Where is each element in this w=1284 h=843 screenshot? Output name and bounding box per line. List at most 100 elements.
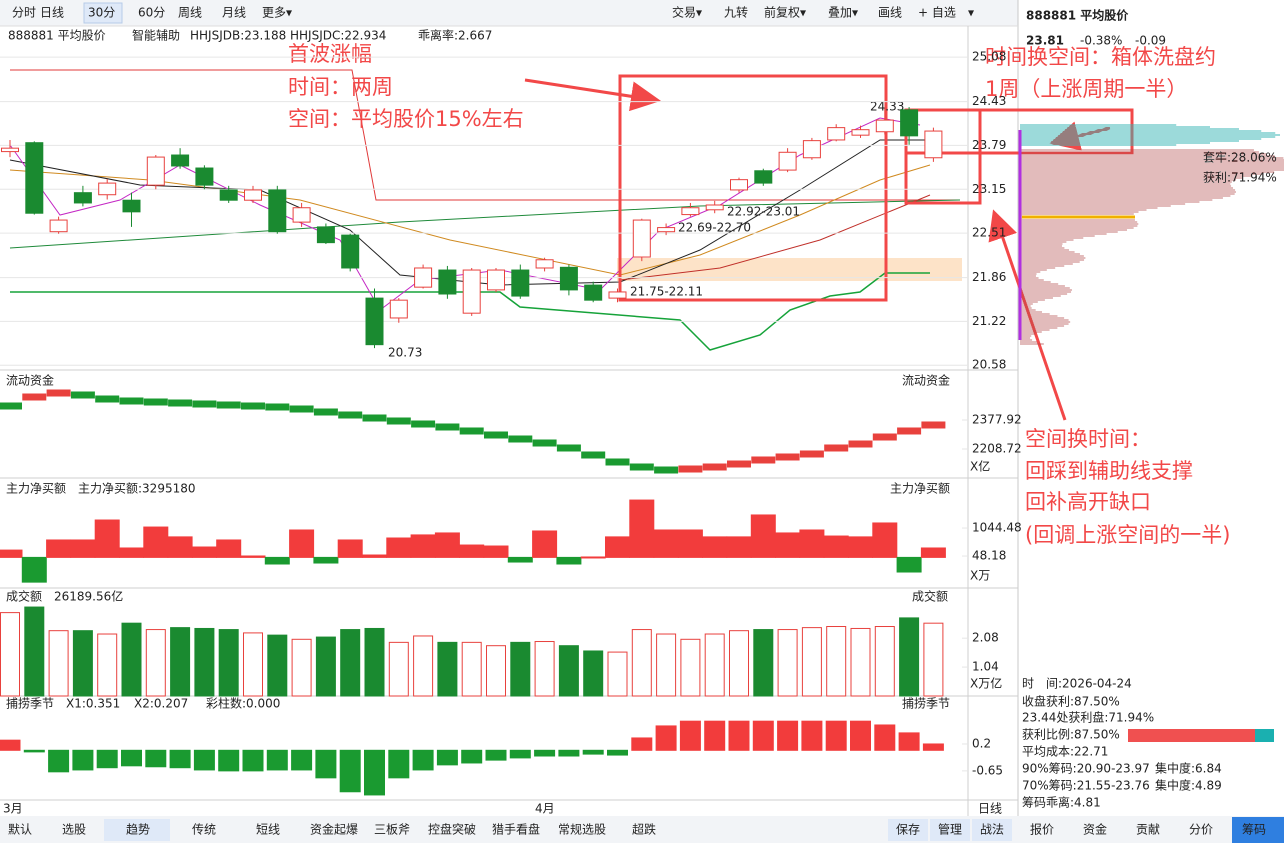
candle-body <box>657 227 676 233</box>
bar <box>486 645 506 697</box>
tab-button[interactable]: 周线 <box>178 6 202 20</box>
bottom-tab[interactable]: 趋势 <box>126 823 150 837</box>
bar <box>729 630 749 697</box>
candle-body <box>292 207 311 223</box>
bar <box>340 629 361 697</box>
price-label: 22.69-22.70 <box>678 221 751 235</box>
tab-button[interactable]: 更多▾ <box>262 6 292 20</box>
action[interactable]: 战法 <box>980 823 1004 837</box>
bar <box>388 641 409 697</box>
bar <box>121 622 142 697</box>
panel-title: 捕捞季节 <box>902 696 950 711</box>
side-tab[interactable]: 筹码 <box>1242 823 1266 837</box>
bar <box>240 555 266 558</box>
flow-bar <box>921 421 946 429</box>
bottom-tab[interactable]: 常规选股 <box>558 822 606 837</box>
bar <box>507 556 533 563</box>
bar <box>243 632 263 697</box>
candle-body <box>49 219 68 233</box>
tool-button[interactable]: 叠加▾ <box>828 6 858 20</box>
stat: 获利比例:87.50% <box>1022 728 1120 742</box>
candle-body <box>146 156 165 186</box>
tab-button[interactable]: 30分 <box>88 6 115 20</box>
bar <box>680 638 701 697</box>
bottom-tab[interactable]: 资金起爆 <box>310 822 358 837</box>
assist[interactable]: 智能辅助 <box>132 28 180 43</box>
tool-button[interactable]: 九转 <box>724 5 748 20</box>
candle-body <box>754 170 773 184</box>
candle-body <box>535 259 554 269</box>
flow-bar <box>459 427 484 435</box>
flow-bar <box>362 414 387 422</box>
side-tab[interactable]: 分价 <box>1189 823 1213 837</box>
tool-button[interactable]: 交易▾ <box>672 5 702 20</box>
toolbar-bg <box>0 0 1018 26</box>
bar <box>872 522 898 558</box>
bottom-tab[interactable]: 选股 <box>62 823 86 837</box>
tab-button[interactable]: 日线 <box>40 6 64 20</box>
side-tab[interactable]: 贡献 <box>1136 822 1160 837</box>
tab-button[interactable]: 60分 <box>138 6 165 20</box>
tool-button[interactable]: + 自选 <box>918 6 956 20</box>
bar <box>23 749 45 753</box>
bar <box>510 641 531 697</box>
panel-title: 捕捞季节 <box>6 696 54 711</box>
bottom-tab[interactable]: 短线 <box>256 823 280 837</box>
action[interactable]: 保存 <box>896 823 920 837</box>
flow-bar <box>605 458 630 466</box>
bar <box>750 514 776 558</box>
panel-title: 主力净买额 <box>6 482 66 496</box>
aux-line <box>10 272 930 351</box>
flow-bar <box>435 423 460 431</box>
flow-bar <box>581 451 606 459</box>
candle-body <box>875 119 894 133</box>
side-tab[interactable]: 资金 <box>1083 822 1107 837</box>
bar <box>413 635 434 697</box>
bar <box>850 720 871 751</box>
candle-body <box>341 234 360 269</box>
active-button[interactable] <box>83 2 123 24</box>
bottom-tab[interactable]: 超跌 <box>632 822 656 837</box>
bottom-tab[interactable]: 猎手看盘 <box>492 822 540 837</box>
bottom-tab[interactable]: 控盘突破 <box>428 822 476 837</box>
bar <box>777 720 799 751</box>
action-button[interactable] <box>888 819 928 841</box>
bottom-tab[interactable]: 传统 <box>192 822 216 837</box>
bottom-tab[interactable]: 默认 <box>8 822 32 837</box>
candle-body <box>316 226 335 244</box>
bottom-tab[interactable]: 三板斧 <box>374 823 410 837</box>
panel-value: 彩柱数:0.000 <box>206 696 280 711</box>
action[interactable]: 管理 <box>938 822 962 837</box>
bar <box>194 627 215 697</box>
bar <box>534 749 556 757</box>
tab-button[interactable]: 分时 <box>12 6 36 20</box>
note: 1周（上涨周期一半） <box>985 77 1187 101</box>
tool-button[interactable]: ▾ <box>968 6 974 20</box>
candle-body <box>171 154 190 167</box>
ma-line <box>619 194 931 281</box>
note: 时间换空间：箱体洗盘约 <box>985 45 1216 69</box>
panel-title: 主力净买额 <box>890 482 950 496</box>
action-button[interactable] <box>930 819 970 841</box>
tool-button[interactable]: 前复权▾ <box>764 5 806 20</box>
flow-bar <box>654 466 679 474</box>
bar <box>461 749 483 764</box>
candle-body <box>900 109 919 137</box>
side-tab[interactable]: 报价 <box>1030 822 1054 837</box>
candle-body <box>98 182 117 196</box>
bar <box>679 720 701 751</box>
active-tab[interactable] <box>104 819 170 841</box>
candle-body <box>924 130 943 159</box>
bar <box>48 630 69 697</box>
trapped: 套牢:28.06% <box>1203 150 1277 165</box>
x-label: 4月 <box>535 802 555 816</box>
bar <box>167 536 193 558</box>
action-button[interactable] <box>972 819 1012 841</box>
active-tab <box>1232 817 1284 843</box>
panel-title: 成交额 <box>912 589 948 604</box>
price: 23.81 <box>1026 34 1064 48</box>
bar <box>437 641 458 697</box>
flow-bar <box>629 463 654 471</box>
tool-button[interactable]: 画线 <box>878 6 902 20</box>
tab-button[interactable]: 月线 <box>222 6 246 20</box>
